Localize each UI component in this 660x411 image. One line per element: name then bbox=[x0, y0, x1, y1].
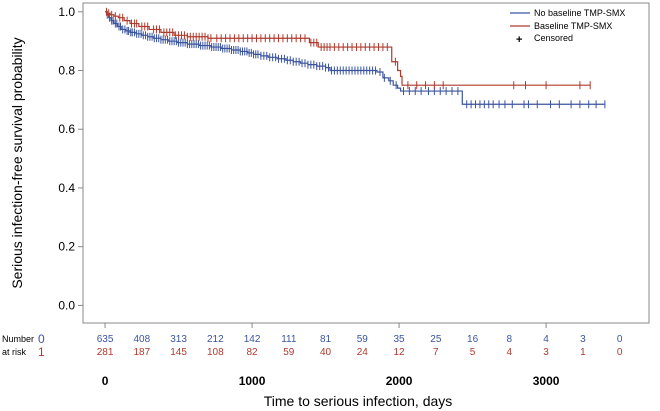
risk-count: 281 bbox=[97, 347, 114, 358]
x-tick-label: 3000 bbox=[533, 374, 560, 388]
x-axis: 0 1000 2000 3000 bbox=[102, 323, 560, 388]
risk-count: 24 bbox=[357, 347, 369, 358]
risk-count: 1 bbox=[580, 347, 586, 358]
risk-count: 142 bbox=[244, 334, 261, 345]
risk-count: 35 bbox=[394, 334, 406, 345]
risk-count: 40 bbox=[320, 347, 332, 358]
risk-count: 108 bbox=[207, 347, 224, 358]
risk-table-title-line1: Number bbox=[2, 334, 34, 344]
series-layer bbox=[105, 7, 606, 109]
risk-count: 3 bbox=[543, 347, 549, 358]
x-tick-label: 0 bbox=[102, 374, 109, 388]
y-axis-title: Serious infection-free survival probabil… bbox=[9, 37, 25, 288]
risk-count: 145 bbox=[170, 347, 187, 358]
risk-count: 25 bbox=[430, 334, 442, 345]
plot-frame bbox=[82, 2, 650, 324]
risk-count: 111 bbox=[281, 334, 297, 345]
y-axis: 0.0 0.2 0.4 0.6 0.8 1.0 bbox=[58, 5, 83, 312]
legend-label-baseline: Baseline TMP-SMX bbox=[534, 21, 612, 31]
risk-count: 3 bbox=[580, 334, 586, 345]
risk-count: 16 bbox=[467, 334, 479, 345]
series-line-baseline bbox=[105, 11, 591, 86]
risk-count: 59 bbox=[283, 347, 295, 358]
risk-count: 12 bbox=[394, 347, 406, 358]
risk-row-group-1: 1 bbox=[38, 345, 45, 359]
legend-label-censored: Censored bbox=[534, 33, 573, 43]
y-tick-label: 1.0 bbox=[58, 5, 75, 19]
risk-count: 187 bbox=[133, 347, 150, 358]
x-axis-title: Time to serious infection, days bbox=[264, 393, 453, 409]
x-tick-label: 1000 bbox=[239, 374, 266, 388]
y-tick-label: 0.4 bbox=[58, 181, 75, 195]
legend: No baseline TMP-SMX Baseline TMP-SMX + C… bbox=[510, 8, 625, 46]
y-tick-label: 0.2 bbox=[58, 240, 75, 254]
risk-count: 8 bbox=[507, 334, 513, 345]
y-tick-label: 0.6 bbox=[58, 122, 75, 136]
x-tick-label: 2000 bbox=[386, 374, 413, 388]
risk-table: Number at risk 0 635 408 313 212 142 111 81 59 35… bbox=[2, 332, 623, 359]
risk-count: 59 bbox=[357, 334, 369, 345]
risk-count: 313 bbox=[170, 334, 187, 345]
legend-label-no-baseline: No baseline TMP-SMX bbox=[534, 8, 625, 18]
risk-count: 0 bbox=[617, 334, 623, 345]
risk-count: 7 bbox=[433, 347, 439, 358]
risk-table-rows: 0 635 408 313 212 142 111 81 59 35 25 16 8 4 3 01 281 187… bbox=[38, 332, 623, 359]
risk-count: 82 bbox=[247, 347, 259, 358]
risk-count: 635 bbox=[97, 334, 114, 345]
risk-count: 0 bbox=[617, 347, 623, 358]
risk-count: 408 bbox=[133, 334, 150, 345]
risk-count: 4 bbox=[507, 347, 513, 358]
risk-count: 5 bbox=[470, 347, 476, 358]
y-tick-label: 0.8 bbox=[58, 64, 75, 78]
risk-row-group-0: 0 bbox=[38, 332, 45, 346]
y-tick-label: 0.0 bbox=[58, 298, 75, 312]
risk-count: 4 bbox=[543, 334, 549, 345]
risk-table-title-line2: at risk bbox=[2, 347, 27, 357]
legend-censored-marker: + bbox=[516, 34, 522, 46]
risk-count: 81 bbox=[320, 334, 332, 345]
risk-count: 212 bbox=[207, 334, 224, 345]
